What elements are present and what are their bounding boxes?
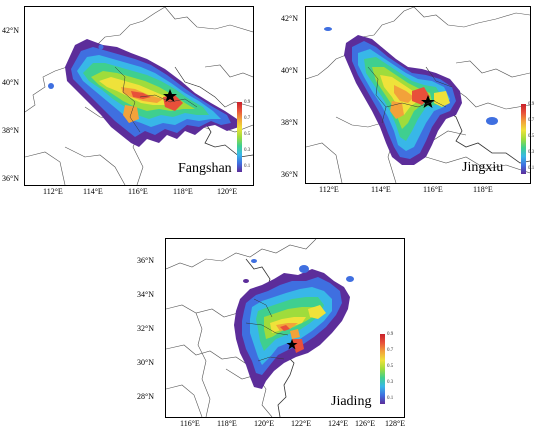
colorbar-label: 0.7 xyxy=(387,348,394,353)
lon-label: 128°E xyxy=(385,419,406,428)
colorbar-label: 0.1 xyxy=(387,396,394,401)
map-frame xyxy=(165,238,405,418)
colorbar-label: 0.9 xyxy=(528,102,535,107)
lat-label: 36°N xyxy=(281,170,298,179)
lat-label: 40°N xyxy=(281,66,298,75)
probability-map xyxy=(166,239,354,417)
colorbar-label: 0.5 xyxy=(244,132,251,137)
colorbar xyxy=(237,102,242,172)
map-frame xyxy=(24,6,254,186)
colorbar-label: 0.9 xyxy=(244,100,251,105)
colorbar xyxy=(380,334,385,404)
lat-label: 42°N xyxy=(281,14,298,23)
lon-label: 116°E xyxy=(423,185,443,194)
lat-label: 40°N xyxy=(2,78,19,87)
lon-label: 122°E xyxy=(291,419,312,428)
colorbar xyxy=(521,104,526,174)
lon-label: 120°E xyxy=(217,187,238,196)
colorbar-label: 0.9 xyxy=(387,332,394,337)
site-star-marker xyxy=(163,89,177,102)
lat-label: 30°N xyxy=(137,358,154,367)
site-name: Jiading xyxy=(331,394,372,409)
site-name: Jingxiu xyxy=(462,160,504,175)
colorbar-label: 0.7 xyxy=(528,118,535,123)
lon-label: 120°E xyxy=(254,419,275,428)
lat-label: 34°N xyxy=(137,290,154,299)
map-panel-fangshan: 42°N 40°N 38°N 36°N xyxy=(0,0,275,200)
colorbar-label: 0.5 xyxy=(387,364,394,369)
lat-label: 36°N xyxy=(137,256,154,265)
site-name: Fangshan xyxy=(178,161,232,176)
map-frame xyxy=(305,6,531,184)
lat-label: 28°N xyxy=(137,392,154,401)
colorbar-label: 0.7 xyxy=(244,116,251,121)
lon-label: 112°E xyxy=(319,185,339,194)
colorbar-label: 0.3 xyxy=(528,150,535,155)
lon-label: 112°E xyxy=(43,187,63,196)
lon-label: 116°E xyxy=(180,419,200,428)
lon-label: 126°E xyxy=(355,419,376,428)
lon-label: 118°E xyxy=(473,185,493,194)
colorbar-label: 0.5 xyxy=(528,134,535,139)
lat-label: 38°N xyxy=(281,118,298,127)
lat-label: 32°N xyxy=(137,324,154,333)
map-panel-jiading: 36°N 34°N 32°N 30°N 28°N xyxy=(135,232,415,431)
lon-label: 118°E xyxy=(173,187,193,196)
colorbar-label: 0.3 xyxy=(387,380,394,385)
lon-label: 114°E xyxy=(83,187,103,196)
colorbar-label: 0.3 xyxy=(244,148,251,153)
lon-label: 118°E xyxy=(217,419,237,428)
probability-map xyxy=(25,7,253,185)
lon-label: 124°E xyxy=(328,419,349,428)
lat-label: 36°N xyxy=(2,174,19,183)
lat-label: 42°N xyxy=(2,26,19,35)
probability-map xyxy=(306,7,530,183)
colorbar-label: 0.1 xyxy=(528,166,535,171)
map-panel-jingxiu: 42°N 40°N 38°N 36°N xyxy=(275,0,550,200)
lon-label: 116°E xyxy=(128,187,148,196)
site-star-marker xyxy=(286,339,298,350)
colorbar-label: 0.1 xyxy=(244,164,251,169)
lon-label: 114°E xyxy=(371,185,391,194)
lat-label: 38°N xyxy=(2,126,19,135)
